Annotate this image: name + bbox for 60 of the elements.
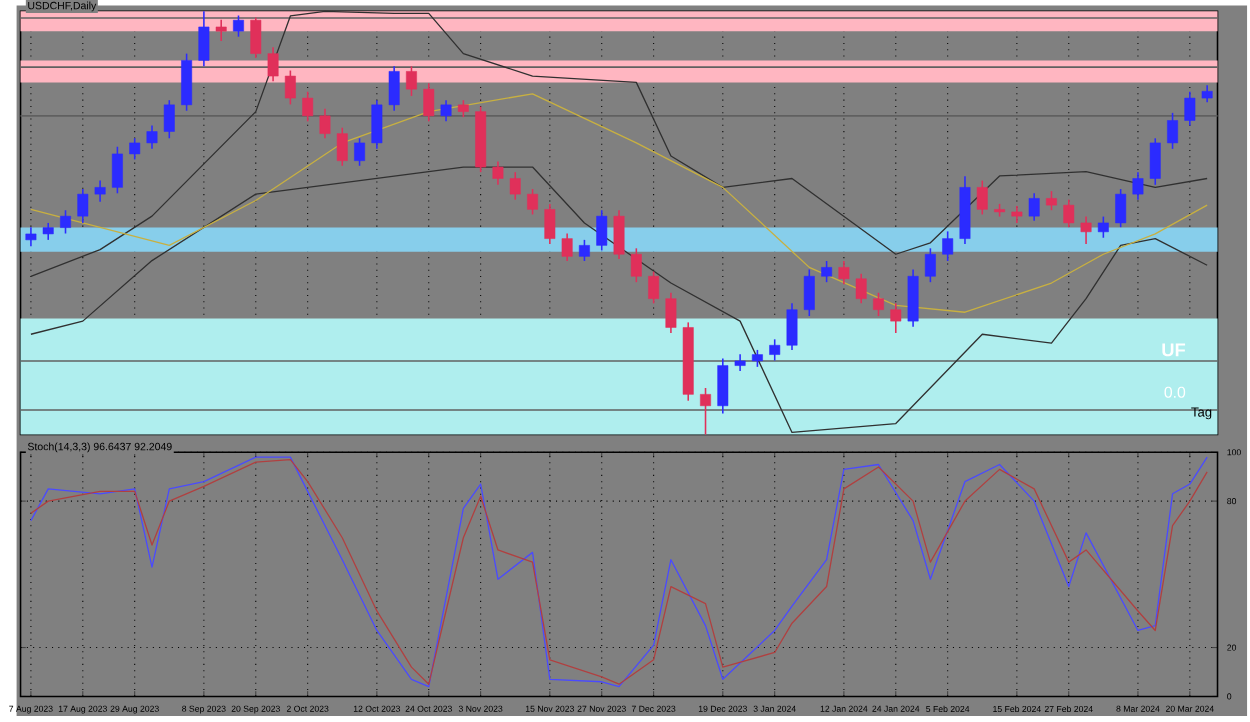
candlestick <box>146 124 158 150</box>
candlestick <box>976 179 988 216</box>
candlestick <box>388 65 400 112</box>
candlestick <box>60 209 71 235</box>
candlestick <box>319 107 331 139</box>
candlestick <box>509 171 521 201</box>
candlestick <box>440 99 452 123</box>
candlestick <box>1063 198 1075 228</box>
candlestick <box>233 14 244 38</box>
candlestick <box>544 202 556 245</box>
candlestick <box>371 99 383 150</box>
candlestick <box>1046 190 1057 211</box>
candlestick <box>1080 215 1092 245</box>
candlestick <box>1115 188 1127 228</box>
candlestick <box>942 230 954 262</box>
candlestick <box>1167 111 1178 150</box>
candlestick <box>596 209 608 252</box>
candlestick <box>77 188 89 224</box>
candlestick <box>1028 192 1040 222</box>
annotation: UF <box>1162 343 1186 357</box>
candlestick <box>215 18 227 42</box>
candlestick <box>25 226 37 247</box>
candlestick <box>94 179 106 203</box>
candlestick <box>250 16 262 59</box>
candlestick <box>769 338 781 362</box>
candlestick <box>613 209 625 260</box>
candlestick <box>284 69 296 106</box>
candlestick <box>873 291 884 317</box>
candlestick <box>630 247 642 283</box>
candlestick <box>838 260 850 285</box>
candlestick <box>561 232 573 262</box>
candlestick <box>267 46 279 82</box>
candlestick <box>354 137 366 167</box>
candlestick <box>198 10 210 67</box>
candlestick <box>336 126 348 167</box>
candlestick <box>181 52 193 112</box>
candlestick <box>1132 171 1144 201</box>
candlestick <box>302 90 314 123</box>
candlestick <box>665 291 677 334</box>
candlestick <box>648 270 660 305</box>
candlestick <box>578 238 590 262</box>
candlestick <box>1184 90 1196 127</box>
candlestick <box>492 160 504 186</box>
candlestick <box>111 145 123 194</box>
candlestick <box>855 272 867 305</box>
candlestick <box>924 247 936 283</box>
candlestick <box>1097 215 1109 239</box>
candlestick <box>1149 137 1161 186</box>
candlestick <box>907 268 919 328</box>
candlestick <box>423 82 435 123</box>
candlestick <box>717 357 729 415</box>
candlestick <box>163 99 175 139</box>
candlestick <box>821 260 833 283</box>
candlestick <box>890 302 902 334</box>
candlestick <box>527 188 538 216</box>
candlestick <box>129 137 141 161</box>
candlestick <box>406 65 417 97</box>
candlestick <box>803 268 815 317</box>
candlestick <box>700 387 711 436</box>
candlestick <box>786 302 798 351</box>
